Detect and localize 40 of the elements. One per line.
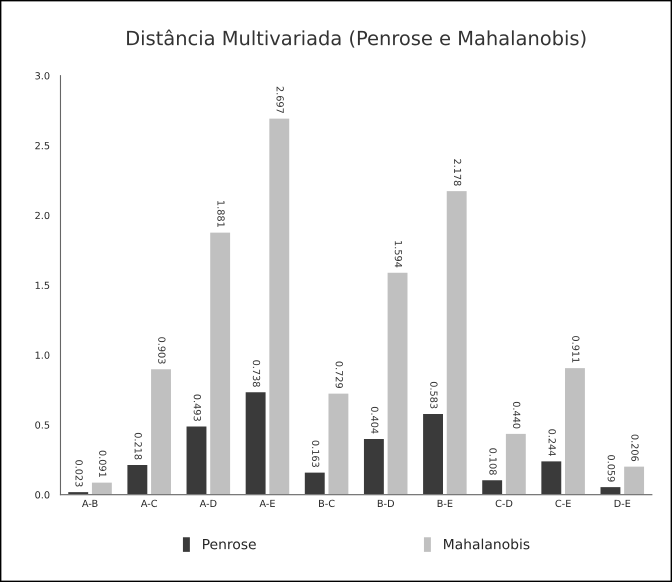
y-tick-label: 0.0 bbox=[35, 491, 50, 499]
x-tick-label: B-C bbox=[319, 500, 335, 508]
x-tick-label: D-E bbox=[614, 500, 630, 507]
data-label: 0.206 bbox=[631, 434, 639, 462]
data-label: 1.594 bbox=[394, 241, 402, 268]
data-label: 0.729 bbox=[336, 362, 343, 388]
data-label: 0.091 bbox=[99, 450, 106, 477]
y-tick-label: 1.0 bbox=[36, 352, 50, 359]
data-label: 0.163 bbox=[312, 440, 320, 467]
data-label: 2.178 bbox=[454, 159, 462, 186]
y-tick-label: 2.5 bbox=[35, 142, 50, 150]
data-label: 0.583 bbox=[430, 382, 438, 408]
y-tick-label: 2.0 bbox=[35, 212, 50, 220]
x-tick-label: C-E bbox=[555, 500, 571, 508]
data-label: 0.218 bbox=[134, 432, 142, 460]
data-label: 0.404 bbox=[371, 406, 378, 434]
x-tick-label: B-D bbox=[378, 500, 394, 507]
data-label: 0.244 bbox=[548, 429, 556, 456]
data-label: 0.440 bbox=[513, 402, 520, 428]
x-tick-label: B-E bbox=[438, 500, 452, 507]
data-label: 0.493 bbox=[194, 394, 202, 421]
x-tick-label: A-B bbox=[82, 500, 98, 507]
data-label: 2.697 bbox=[276, 86, 284, 113]
data-label: 0.108 bbox=[489, 448, 497, 475]
chart-title: Distância Multivariada (Penrose e Mahalanobis) bbox=[127, 30, 586, 48]
x-tick-label: C-D bbox=[496, 500, 512, 508]
y-tick-label: 1.5 bbox=[36, 282, 50, 290]
legend-label: Penrose bbox=[203, 539, 256, 550]
y-tick-label: 0.5 bbox=[35, 421, 50, 429]
data-label: 0.903 bbox=[158, 337, 166, 364]
data-label: 0.023 bbox=[75, 460, 83, 487]
x-tick-label: A-C bbox=[140, 500, 158, 508]
data-label: 1.881 bbox=[217, 201, 225, 227]
y-tick-label: 3.0 bbox=[35, 72, 50, 80]
data-label: 0.911 bbox=[572, 336, 580, 362]
x-tick-label: A-E bbox=[259, 500, 275, 507]
data-label: 0.059 bbox=[608, 455, 615, 482]
legend-label: Mahalanobis bbox=[444, 538, 530, 550]
data-label: 0.738 bbox=[252, 360, 260, 387]
x-tick-label: A-D bbox=[200, 500, 216, 507]
